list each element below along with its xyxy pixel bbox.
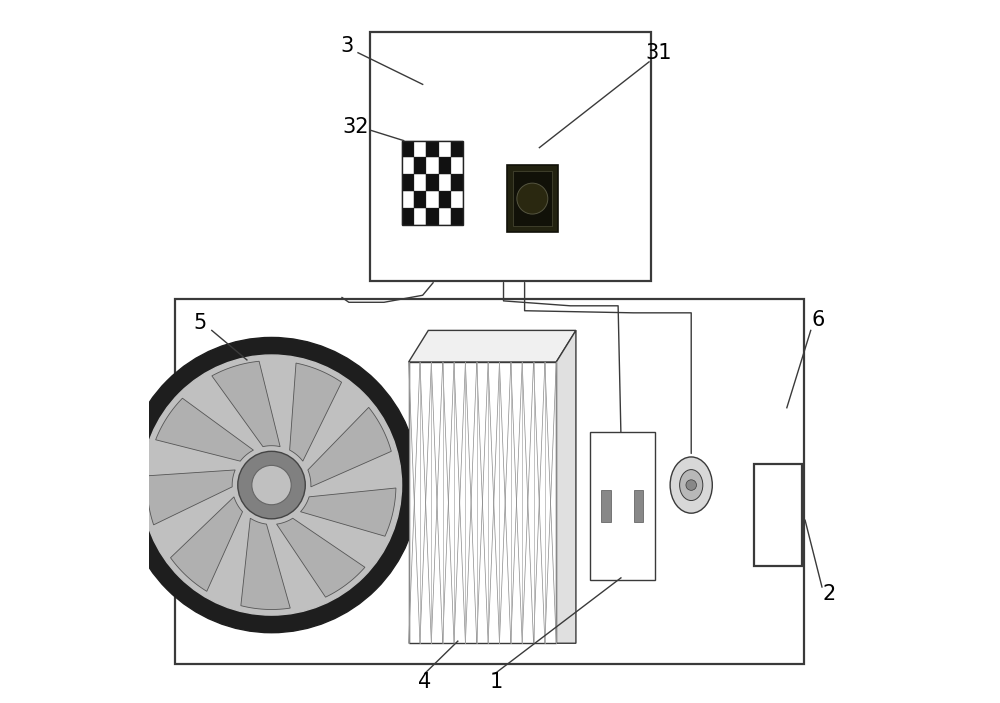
- Text: 4: 4: [418, 672, 431, 692]
- Bar: [402, 208, 414, 225]
- Circle shape: [124, 337, 419, 633]
- Circle shape: [238, 451, 305, 519]
- Bar: [590, 432, 655, 580]
- Polygon shape: [308, 407, 391, 487]
- Polygon shape: [171, 497, 243, 591]
- Bar: [414, 174, 426, 191]
- Bar: [402, 141, 414, 157]
- Bar: [402, 141, 463, 225]
- Bar: [414, 141, 426, 157]
- Polygon shape: [156, 398, 253, 461]
- Bar: [409, 362, 556, 643]
- Circle shape: [141, 355, 402, 615]
- Text: 5: 5: [193, 314, 206, 333]
- Bar: [426, 141, 439, 157]
- Bar: [414, 208, 426, 225]
- Text: 32: 32: [343, 117, 369, 136]
- Polygon shape: [241, 518, 290, 610]
- Bar: [601, 491, 611, 522]
- Polygon shape: [147, 470, 235, 525]
- Text: 2: 2: [822, 584, 836, 604]
- Text: 1: 1: [490, 672, 503, 692]
- Polygon shape: [556, 330, 576, 643]
- Ellipse shape: [680, 470, 703, 501]
- Bar: [402, 191, 414, 208]
- Bar: [451, 157, 463, 174]
- Bar: [513, 171, 552, 226]
- Polygon shape: [409, 330, 576, 362]
- Bar: [175, 299, 804, 664]
- Bar: [451, 191, 463, 208]
- Bar: [507, 165, 558, 232]
- Bar: [426, 208, 439, 225]
- Bar: [414, 157, 426, 174]
- Text: 31: 31: [646, 43, 672, 63]
- Circle shape: [517, 183, 548, 214]
- Text: 6: 6: [811, 310, 824, 330]
- Bar: [439, 191, 451, 208]
- Ellipse shape: [670, 457, 712, 513]
- Circle shape: [686, 479, 696, 491]
- Bar: [451, 141, 463, 157]
- Bar: [370, 32, 651, 281]
- Bar: [426, 157, 439, 174]
- Bar: [402, 157, 414, 174]
- Bar: [451, 174, 463, 191]
- Bar: [754, 464, 802, 566]
- Bar: [439, 174, 451, 191]
- Bar: [634, 491, 643, 522]
- Bar: [439, 157, 451, 174]
- Circle shape: [252, 465, 291, 505]
- Bar: [426, 174, 439, 191]
- Bar: [439, 208, 451, 225]
- Bar: [426, 191, 439, 208]
- Polygon shape: [212, 361, 280, 446]
- Bar: [402, 174, 414, 191]
- Bar: [439, 141, 451, 157]
- Bar: [414, 191, 426, 208]
- Bar: [451, 208, 463, 225]
- Polygon shape: [301, 488, 396, 536]
- Text: 3: 3: [340, 36, 353, 56]
- Polygon shape: [277, 518, 365, 597]
- Polygon shape: [290, 363, 342, 461]
